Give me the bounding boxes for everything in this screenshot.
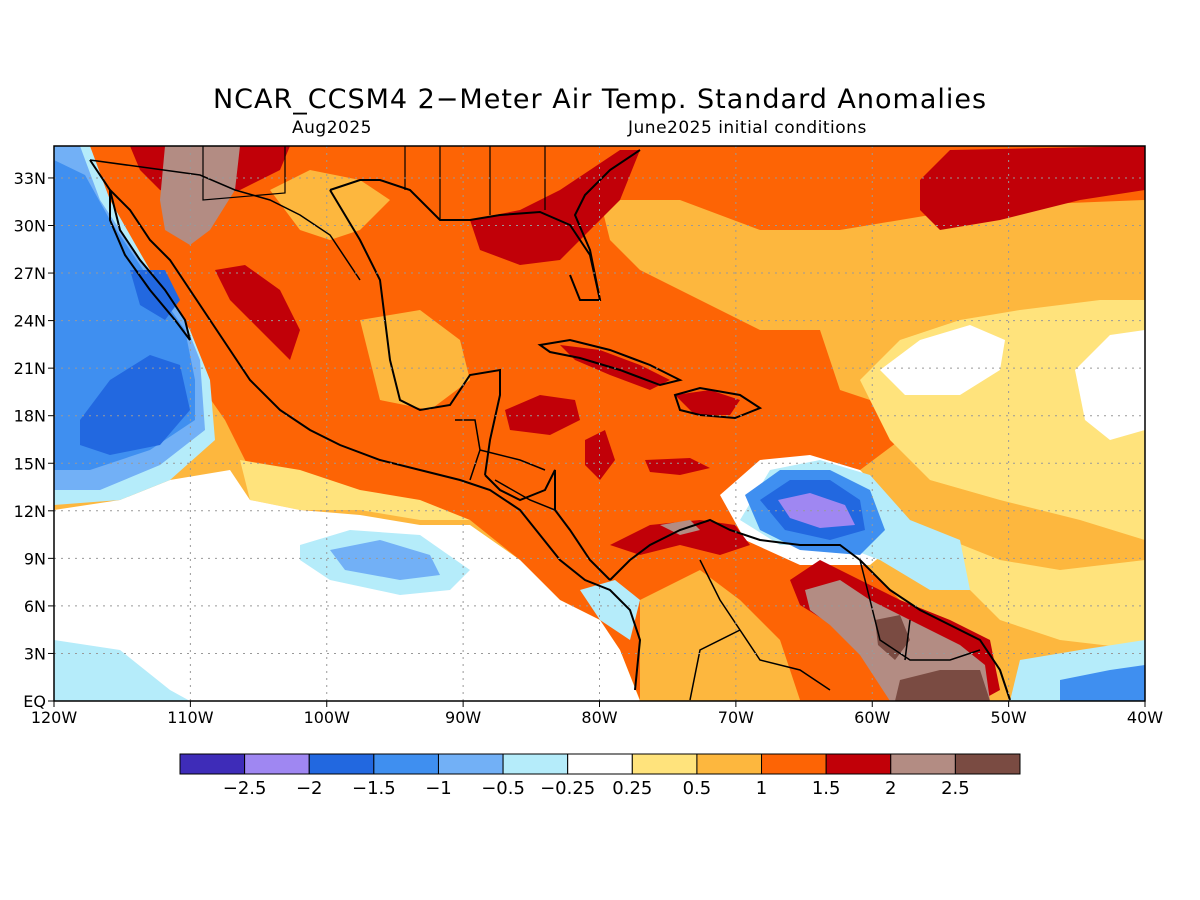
colorbar-label: 2	[885, 778, 896, 799]
anomaly-region-neg-south	[54, 640, 190, 701]
anomaly-region-05-10-texas	[270, 170, 390, 240]
cuba-outline	[537, 338, 683, 387]
colorbar-swatch	[825, 753, 892, 775]
central-america-borders	[455, 419, 556, 511]
anomaly-region-15-20-ne	[920, 146, 1145, 230]
hispaniola-outline	[673, 386, 763, 420]
us-state-lines	[202, 146, 546, 220]
y-tick-label: 12N	[14, 502, 46, 521]
anomaly-region-20-25-carib	[660, 520, 700, 535]
y-tick-label: 18N	[14, 407, 46, 426]
x-tick-label: 110W	[167, 708, 214, 727]
anomaly-region-15-20-colombia	[610, 520, 750, 555]
anomaly-region-neg-pac-core	[330, 540, 440, 580]
y-tick-label: 3N	[24, 644, 46, 663]
anomaly-region-25-guiana	[875, 615, 910, 660]
anomaly-region-025-05-pacific	[240, 460, 470, 520]
y-tick-label: 9N	[24, 549, 46, 568]
colombia-venezuela-coast	[609, 518, 1011, 701]
colorbar-label: 1.5	[812, 778, 841, 799]
colorbar-swatch	[437, 753, 504, 775]
colorbar-swatch	[373, 753, 439, 775]
colorbar-swatch	[502, 753, 569, 775]
colorbar-swatch	[244, 753, 310, 775]
colorbar-label: −1.5	[352, 778, 396, 799]
sa-internal-borders	[689, 559, 981, 701]
anomaly-region-20-25-north	[160, 146, 240, 245]
y-tick-label: 24N	[14, 312, 46, 331]
colorbar-swatch	[179, 753, 246, 775]
x-axis: 120W 110W 100W 90W 80W 70W 60W 50W 40W	[31, 701, 1163, 727]
anomaly-region-025-05-southeast	[950, 540, 1145, 650]
valid-month-label: Aug2025	[292, 118, 372, 138]
central-america-east	[484, 469, 611, 581]
colorbar-label: −2.5	[223, 778, 267, 799]
x-tick-label: 90W	[445, 708, 481, 727]
anomaly-region-15-20-car1	[505, 395, 580, 435]
colorbar-swatch	[954, 753, 1021, 775]
x-tick-label: 40W	[1127, 708, 1163, 727]
colorbar-label: −0.25	[540, 778, 595, 799]
anomaly-region-25-brazil	[895, 670, 990, 701]
colorbar-swatch	[761, 753, 827, 775]
y-tick-label: 27N	[14, 264, 46, 283]
anomaly-region-05-10-sa	[640, 570, 800, 701]
anomaly-region-15-20-mex	[215, 265, 300, 360]
colorbar-swatch	[567, 753, 633, 775]
colorbar: −2.5 −2 −1.5 −1 −0.5 −0.25 0.25 0.5 1 1.5 2 2.5	[179, 753, 1021, 799]
y-tick-label: EQ	[23, 692, 46, 711]
x-tick-label: 50W	[991, 708, 1027, 727]
colorbar-swatch	[308, 753, 375, 775]
anomaly-region-neutral-pacific	[54, 470, 640, 701]
gulf-of-mexico-coast	[329, 189, 501, 476]
y-axis: EQ 3N 6N 9N 12N 15N 18N 21N 24N 27N 30N 33N	[14, 169, 54, 711]
x-tick-label: 80W	[581, 708, 617, 727]
baja-peninsula	[109, 189, 191, 341]
anomaly-region-15-20-car3	[645, 458, 710, 475]
us-mexico-border	[89, 159, 361, 281]
colorbar-label: 2.5	[941, 778, 970, 799]
colorbar-swatch	[696, 753, 763, 775]
anomaly-region-neutral-east1	[880, 325, 1005, 395]
y-tick-label: 15N	[14, 454, 46, 473]
mexico-pacific-coast	[89, 159, 642, 691]
colorbar-label: −0.5	[481, 778, 525, 799]
anomaly-region-neutral-east2	[1075, 330, 1145, 440]
colorbar-label: 0.25	[612, 778, 652, 799]
anomaly-region-15-20-gulfcoast	[470, 150, 640, 265]
map-title: NCAR_CCSM4 2−Meter Air Temp. Standard An…	[212, 84, 988, 115]
colorbar-label: 0.5	[683, 778, 712, 799]
x-tick-label: 120W	[31, 708, 78, 727]
y-tick-label: 30N	[14, 217, 46, 236]
y-tick-label: 33N	[14, 169, 46, 188]
florida-east	[573, 149, 641, 301]
anomaly-region-neg-carib-20	[778, 493, 855, 528]
x-tick-label: 100W	[304, 708, 351, 727]
colorbar-label: −2	[296, 778, 323, 799]
anomaly-region-neg-15	[80, 355, 190, 455]
anomaly-field	[54, 146, 1145, 701]
y-tick-label: 21N	[14, 359, 46, 378]
colorbar-label: −1	[425, 778, 452, 799]
anomaly-region-neg-se-core	[1060, 665, 1145, 701]
colorbar-label: 1	[756, 778, 767, 799]
anomaly-region-15-20-hisp	[675, 390, 740, 415]
anomaly-region-neg-panama	[580, 580, 640, 640]
x-tick-label: 70W	[718, 708, 754, 727]
colorbar-swatch	[890, 753, 956, 775]
grid-lines	[54, 146, 1145, 701]
initial-conditions-label: June2025 initial conditions	[628, 118, 867, 138]
y-tick-label: 6N	[24, 597, 46, 616]
colorbar-swatch	[631, 753, 698, 775]
x-tick-label: 60W	[854, 708, 890, 727]
coastlines	[89, 146, 1011, 701]
